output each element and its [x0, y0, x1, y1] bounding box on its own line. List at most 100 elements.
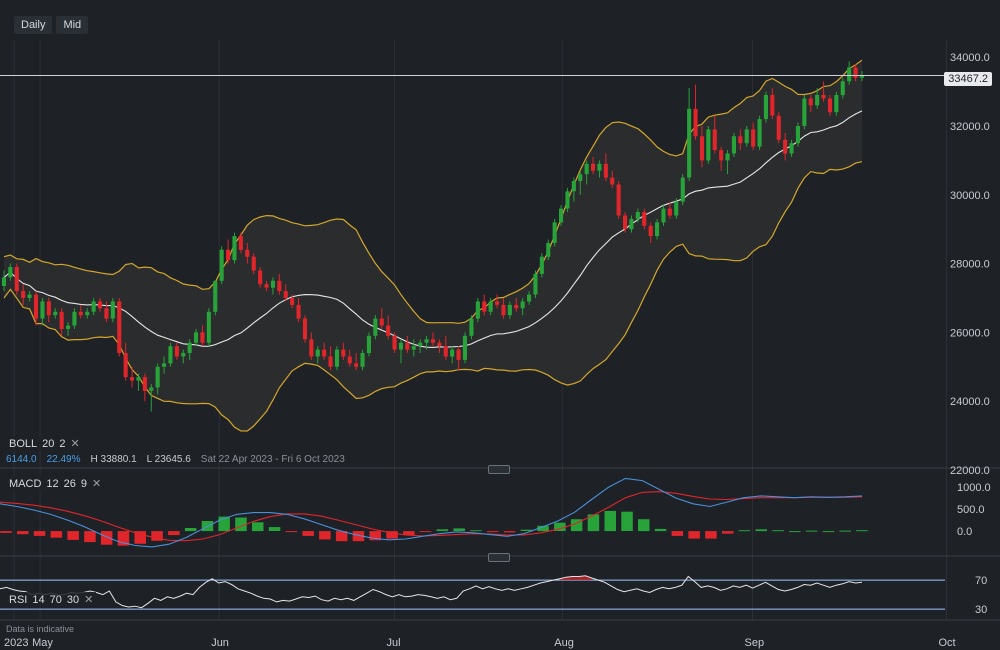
candle-body: [827, 98, 832, 113]
macd-close-icon[interactable]: ✕: [92, 478, 102, 490]
rsi-axis-label: 70: [975, 575, 987, 587]
macd-histogram-bar: [453, 528, 465, 531]
candle-body: [795, 126, 800, 144]
candle-body: [245, 249, 250, 257]
candle-body: [808, 98, 813, 106]
boll-dev: 2: [59, 437, 66, 450]
candle-body: [219, 249, 224, 281]
macd-histogram-bar: [134, 531, 146, 544]
bollinger-lower-band: [3, 161, 863, 432]
candle-body: [687, 108, 692, 178]
candle-body: [270, 280, 275, 288]
macd-histogram-bar: [570, 519, 583, 532]
macd-histogram-bar: [805, 530, 818, 532]
x-axis-label: Jul: [387, 637, 401, 649]
macd-histogram-bar: [688, 531, 700, 539]
macd-histogram-bar: [587, 514, 600, 532]
candle-body: [840, 81, 845, 96]
candle-body: [85, 311, 90, 316]
macd-histogram-bar: [369, 531, 381, 541]
rsi-overbought-area: [559, 575, 592, 581]
candle-body: [655, 222, 660, 237]
candle-body: [366, 335, 371, 353]
candle-body: [66, 325, 71, 329]
macd-legend: MACD 12 26 9 ✕: [6, 476, 105, 491]
candle-body: [1, 277, 6, 286]
macd-axis-label: 500.0: [957, 504, 985, 516]
candle-body: [591, 163, 596, 171]
macd-histogram-bar: [503, 531, 516, 533]
candle-body: [482, 301, 487, 312]
panel-resize-handle-2[interactable]: [488, 553, 510, 562]
candle-body: [847, 67, 852, 82]
macd-histogram-bar: [554, 522, 566, 531]
macd-histogram-bar: [218, 516, 230, 532]
current-price-tag: 33467.2: [944, 72, 992, 86]
candle-body: [110, 301, 115, 319]
candle-body: [853, 67, 858, 78]
candle-body: [475, 301, 480, 319]
mid-button[interactable]: Mid: [56, 16, 89, 34]
candle-body: [33, 294, 38, 319]
candle-body: [334, 349, 339, 367]
macd-histogram-bar: [487, 531, 499, 533]
rsi-p2: 70: [49, 593, 62, 606]
macd-histogram-bar: [705, 531, 717, 539]
candle-body: [699, 136, 704, 161]
disclaimer: Data is indicative: [6, 624, 75, 634]
rsi-axis-label: 30: [975, 604, 987, 616]
bollinger-upper-band: [3, 59, 863, 324]
macd-histogram-bar: [738, 530, 751, 532]
boll-low: L 23645.6: [146, 454, 191, 465]
candle-body: [379, 318, 384, 326]
candle-body: [527, 294, 532, 302]
candle-body: [226, 249, 231, 261]
candle-body: [40, 301, 45, 319]
candle-body: [642, 212, 647, 226]
macd-histogram-bar: [470, 530, 482, 532]
candle-body: [78, 311, 83, 316]
candle-body: [418, 342, 423, 347]
macd-histogram-bar: [285, 531, 298, 533]
candle-body: [629, 218, 634, 230]
boll-value-1: 6144.0: [6, 454, 37, 465]
macd-p3: 9: [80, 477, 88, 490]
candle-body: [194, 332, 199, 343]
candle-body: [450, 349, 455, 357]
macd-histogram-bar: [168, 531, 180, 536]
candle-body: [174, 346, 179, 357]
candle-body: [635, 212, 640, 219]
macd-histogram-bar: [352, 531, 365, 542]
candle-body: [155, 366, 160, 388]
candle-body: [424, 339, 429, 343]
macd-histogram-bar: [839, 530, 851, 532]
candle-body: [354, 363, 359, 367]
bollinger-middle-band: [3, 110, 863, 348]
x-axis-label: Aug: [554, 637, 574, 649]
candle-body: [213, 280, 218, 312]
candle-body: [347, 356, 352, 364]
macd-histogram-bar: [436, 529, 449, 532]
candle-body: [123, 353, 128, 378]
candle-body: [802, 98, 807, 126]
candle-body: [693, 108, 698, 137]
candle-body: [462, 335, 467, 360]
candle-body: [706, 129, 711, 161]
candle-body: [392, 335, 397, 350]
rsi-close-icon[interactable]: ✕: [84, 594, 94, 606]
candle-body: [98, 301, 103, 309]
macd-histogram-bar: [419, 531, 432, 533]
boll-values: 6144.0 22.49% H 33880.1 L 23645.6 Sat 22…: [6, 454, 345, 465]
candle-body: [398, 342, 403, 350]
boll-period: 20: [42, 437, 55, 450]
boll-close-icon[interactable]: ✕: [70, 438, 80, 450]
macd-histogram-bar: [772, 530, 784, 532]
candle-body: [616, 184, 621, 216]
macd-histogram-bar: [268, 527, 281, 531]
price-axis-label: 28000.0: [950, 259, 990, 271]
panel-resize-handle-1[interactable]: [488, 465, 510, 474]
daily-button[interactable]: Daily: [14, 16, 53, 34]
candle-body: [623, 215, 628, 230]
candle-body: [411, 346, 416, 350]
